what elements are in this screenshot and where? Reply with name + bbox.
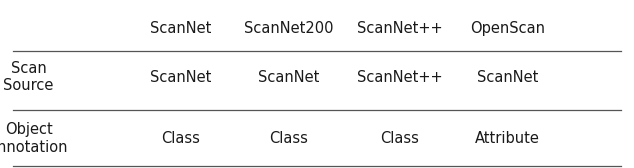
Text: ScanNet200: ScanNet200 <box>243 21 333 36</box>
Text: OpenScan: OpenScan <box>470 21 545 36</box>
Text: Scan
Source: Scan Source <box>3 61 54 93</box>
Text: ScanNet++: ScanNet++ <box>356 70 443 85</box>
Text: Attribute: Attribute <box>475 131 540 146</box>
Text: ScanNet: ScanNet <box>150 70 211 85</box>
Text: ScanNet++: ScanNet++ <box>356 21 443 36</box>
Text: Class: Class <box>380 131 419 146</box>
Text: ScanNet: ScanNet <box>258 70 319 85</box>
Text: Class: Class <box>161 131 200 146</box>
Text: ScanNet: ScanNet <box>150 21 211 36</box>
Text: Object
Annotation: Object Annotation <box>0 122 68 155</box>
Text: ScanNet: ScanNet <box>477 70 538 85</box>
Text: Class: Class <box>269 131 308 146</box>
